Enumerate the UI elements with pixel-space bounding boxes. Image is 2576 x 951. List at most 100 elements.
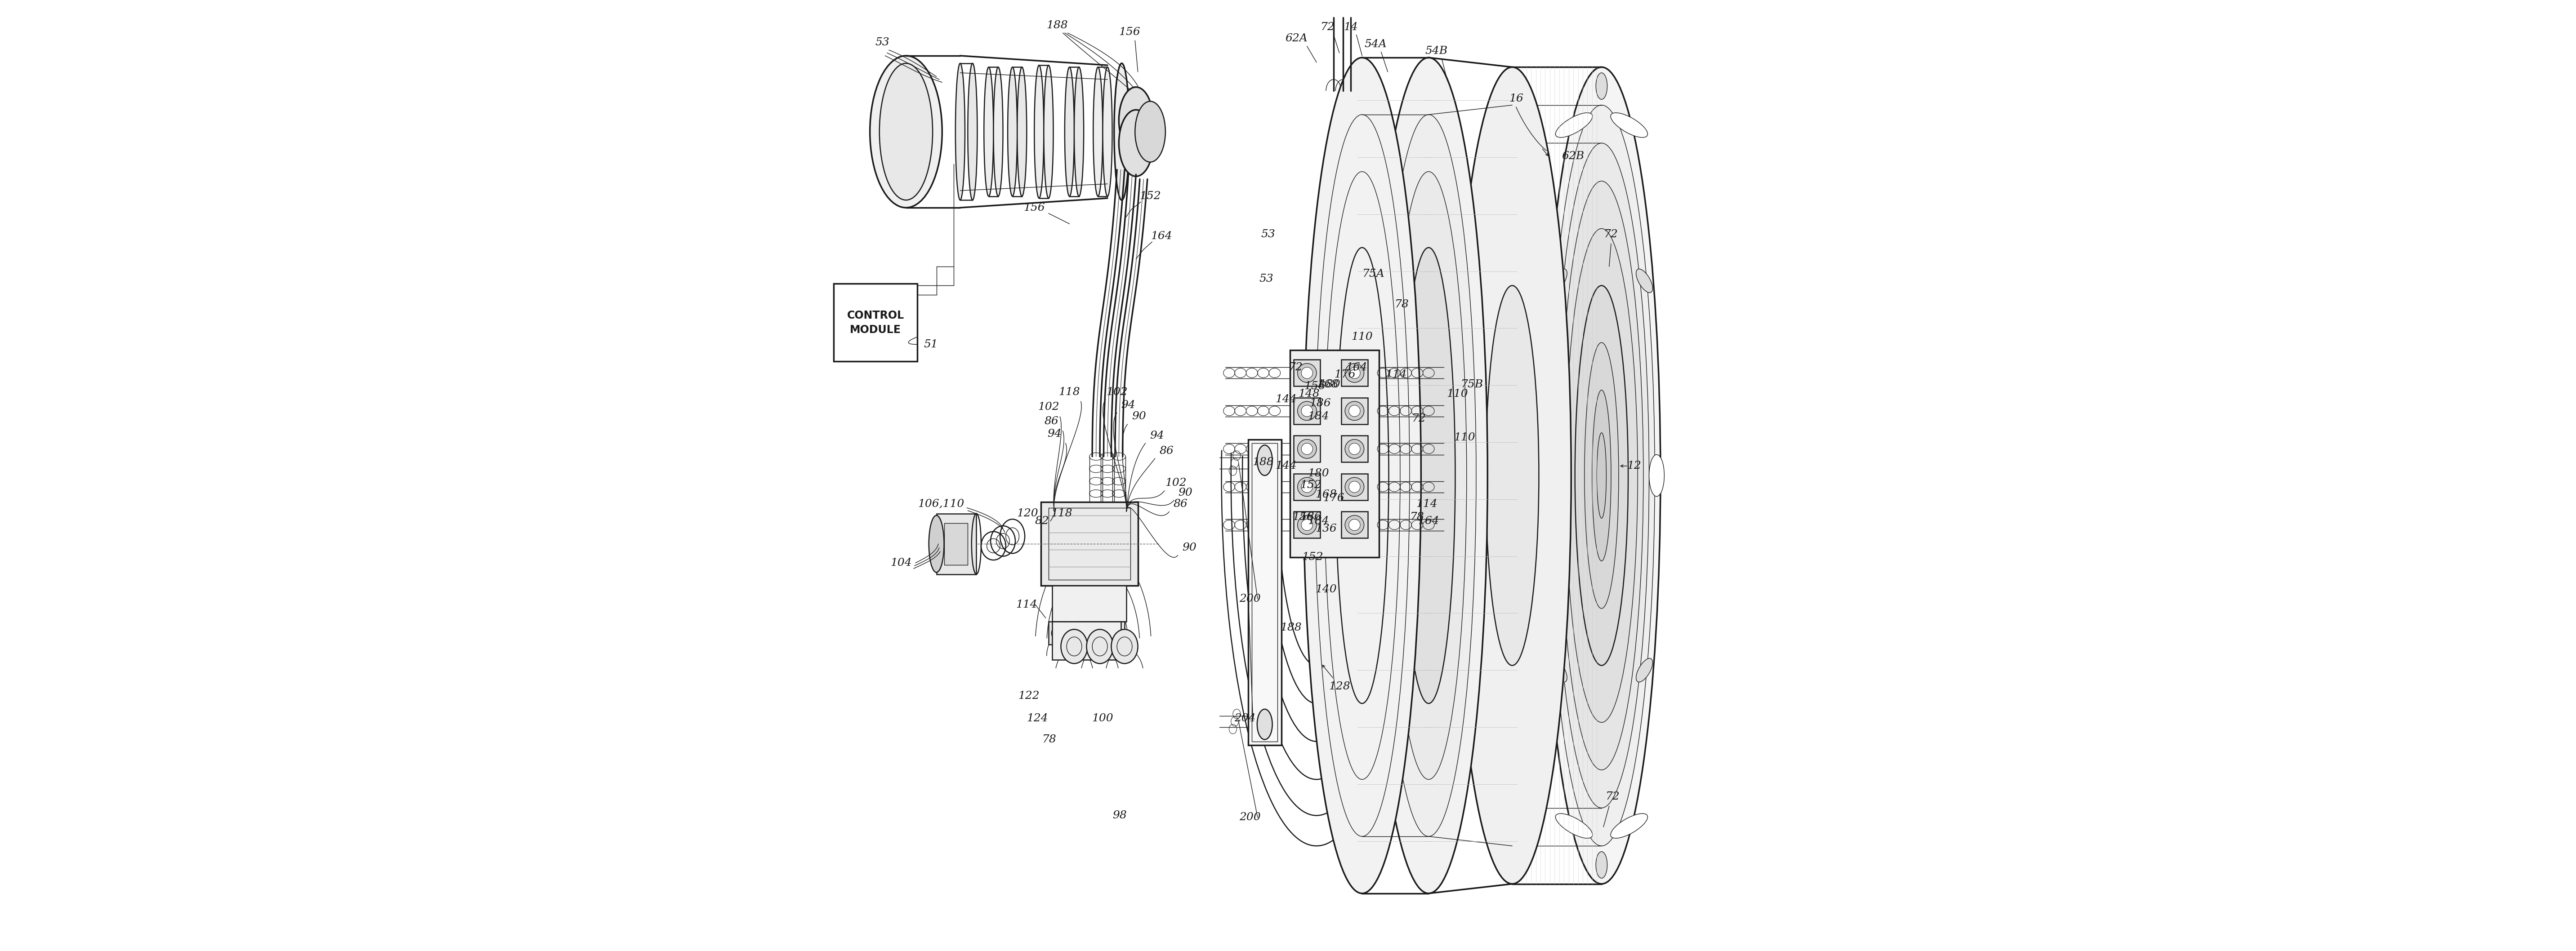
Bar: [1342, 474, 1368, 500]
Text: 180: 180: [1319, 379, 1340, 390]
Text: 106,110: 106,110: [917, 499, 963, 509]
Ellipse shape: [1551, 658, 1566, 682]
Ellipse shape: [1636, 658, 1654, 682]
Ellipse shape: [1064, 68, 1074, 196]
Text: 51: 51: [925, 340, 938, 350]
Ellipse shape: [1113, 64, 1128, 200]
Bar: [1342, 359, 1368, 386]
Ellipse shape: [1566, 228, 1638, 723]
Text: 152: 152: [1301, 552, 1324, 562]
Text: 72: 72: [1412, 414, 1427, 424]
Ellipse shape: [1103, 68, 1113, 196]
Ellipse shape: [1350, 405, 1360, 417]
Text: 94: 94: [1149, 431, 1164, 440]
Text: 104: 104: [891, 557, 912, 568]
Text: 168: 168: [1316, 379, 1340, 390]
Text: 114: 114: [1015, 599, 1038, 610]
Ellipse shape: [1007, 68, 1018, 196]
Text: 140: 140: [1316, 584, 1337, 594]
Text: 90: 90: [1182, 542, 1195, 553]
Ellipse shape: [1558, 181, 1643, 770]
Bar: [1041, 502, 1139, 586]
Bar: [1293, 359, 1321, 386]
Text: 86: 86: [1159, 446, 1175, 456]
Text: 62B: 62B: [1561, 151, 1584, 162]
Ellipse shape: [1298, 515, 1316, 534]
Ellipse shape: [969, 64, 976, 200]
Ellipse shape: [1301, 367, 1314, 378]
Text: 78: 78: [1409, 513, 1425, 522]
Ellipse shape: [1298, 439, 1316, 458]
Bar: [1054, 622, 1121, 660]
Ellipse shape: [1553, 143, 1649, 808]
Text: 204: 204: [1234, 713, 1257, 724]
Text: 144: 144: [1275, 461, 1296, 471]
Ellipse shape: [1301, 443, 1314, 455]
Ellipse shape: [1597, 433, 1607, 518]
Ellipse shape: [1597, 73, 1607, 100]
Text: 164: 164: [1151, 231, 1172, 242]
Text: 186: 186: [1309, 398, 1332, 409]
Ellipse shape: [1345, 439, 1365, 458]
Text: 72: 72: [1288, 362, 1303, 373]
Text: 54B: 54B: [1425, 46, 1448, 56]
Text: 102: 102: [1164, 478, 1188, 488]
Ellipse shape: [1556, 113, 1592, 138]
Ellipse shape: [1298, 401, 1316, 420]
Text: 184: 184: [1309, 516, 1329, 526]
Text: 168: 168: [1316, 490, 1337, 499]
Ellipse shape: [1043, 66, 1054, 198]
Text: 110: 110: [1448, 389, 1468, 399]
Bar: [1293, 436, 1321, 462]
Ellipse shape: [1298, 477, 1316, 496]
Text: 82: 82: [1036, 516, 1048, 526]
Ellipse shape: [1538, 455, 1553, 496]
Ellipse shape: [1381, 114, 1476, 837]
Text: 72: 72: [1605, 791, 1620, 802]
Bar: [1105, 622, 1126, 645]
Text: 78: 78: [1394, 300, 1409, 310]
Ellipse shape: [878, 64, 933, 200]
Bar: [938, 514, 976, 574]
Text: 128: 128: [1329, 681, 1350, 691]
Ellipse shape: [1543, 68, 1662, 883]
Ellipse shape: [1350, 481, 1360, 493]
Ellipse shape: [1548, 106, 1654, 845]
Text: 110: 110: [1453, 433, 1476, 442]
Ellipse shape: [871, 56, 943, 207]
Text: 156: 156: [1118, 27, 1141, 37]
Text: 152: 152: [1139, 191, 1162, 202]
Text: 118: 118: [1051, 509, 1072, 518]
Ellipse shape: [1136, 102, 1164, 162]
Text: 120: 120: [1018, 509, 1038, 518]
Bar: [835, 283, 917, 361]
Bar: [1342, 512, 1368, 538]
Text: 110: 110: [1352, 332, 1373, 342]
Text: 152: 152: [1301, 480, 1321, 490]
Text: 16: 16: [1510, 93, 1522, 104]
Ellipse shape: [1350, 443, 1360, 455]
Ellipse shape: [1551, 269, 1566, 293]
Text: 14: 14: [1345, 22, 1358, 32]
Text: 124: 124: [1025, 713, 1048, 724]
Ellipse shape: [1486, 285, 1538, 666]
Text: 62A: 62A: [1285, 33, 1309, 44]
Ellipse shape: [1636, 269, 1654, 293]
Text: 75A: 75A: [1363, 269, 1386, 280]
Ellipse shape: [1649, 455, 1664, 496]
Text: 164: 164: [1345, 362, 1368, 373]
Text: 90: 90: [1177, 488, 1193, 497]
Ellipse shape: [1345, 477, 1365, 496]
Ellipse shape: [1350, 367, 1360, 378]
Text: 164: 164: [1417, 516, 1440, 526]
Text: 114: 114: [1386, 370, 1406, 380]
Text: 98: 98: [1113, 810, 1126, 821]
Ellipse shape: [1018, 68, 1028, 196]
Ellipse shape: [1370, 58, 1486, 893]
Text: 136: 136: [1316, 523, 1337, 534]
Ellipse shape: [1257, 709, 1273, 740]
Ellipse shape: [984, 68, 994, 196]
Text: 102: 102: [1105, 387, 1128, 398]
Ellipse shape: [1574, 285, 1628, 666]
Ellipse shape: [1592, 390, 1610, 561]
